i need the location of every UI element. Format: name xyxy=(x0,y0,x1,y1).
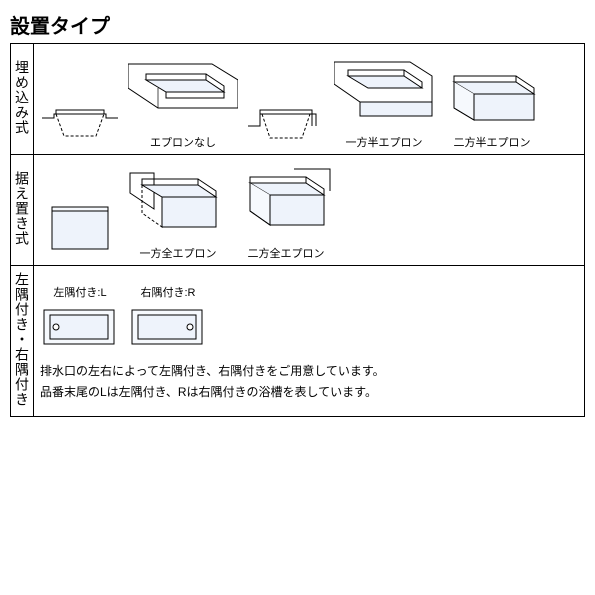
diagram-item: 一方半エプロン xyxy=(334,52,434,150)
caption: 一方全エプロン xyxy=(140,245,217,261)
diagram-item: 左隅付き:L xyxy=(40,284,120,349)
caption-top: 右隅付き:R xyxy=(141,284,196,300)
diagram-item xyxy=(40,197,120,261)
diagram-item: 二方全エプロン xyxy=(236,163,336,261)
iso-half1-icon xyxy=(334,52,434,130)
caption: 二方半エプロン xyxy=(454,134,531,150)
caption: 二方全エプロン xyxy=(248,245,325,261)
caption: 一方半エプロン xyxy=(346,134,423,150)
caption: エプロンなし xyxy=(150,134,216,150)
embed-plain-icon xyxy=(40,86,120,146)
top-right-icon xyxy=(128,304,208,349)
row-head-free: 据え置き式 xyxy=(11,155,34,266)
iso-full2-icon xyxy=(236,163,336,241)
row-content-free: 一方全エプロン 二方全エプロン xyxy=(34,155,585,266)
row-head-corner: 左隅付き・右隅付き xyxy=(11,266,34,417)
page-title: 設置タイプ xyxy=(10,10,585,39)
embed-plain2-icon xyxy=(246,86,326,146)
type-table: 埋め込み式 xyxy=(10,43,585,417)
diagram-item xyxy=(40,86,120,150)
top-left-icon xyxy=(40,304,120,349)
iso-half2-icon xyxy=(442,70,542,130)
diagram-item: 一方全エプロン xyxy=(128,163,228,261)
diagram-item: 二方半エプロン xyxy=(442,70,542,150)
caption-top: 左隅付き:L xyxy=(53,284,106,300)
row-head-embed: 埋め込み式 xyxy=(11,44,34,155)
iso-full1-icon xyxy=(128,163,228,241)
iso-no-apron-icon xyxy=(128,52,238,130)
diagram-item xyxy=(246,86,326,150)
row-content-corner: 左隅付き:L 右隅付き:R xyxy=(34,266,585,417)
diagram-item: エプロンなし xyxy=(128,52,238,150)
diagram-item: 右隅付き:R xyxy=(128,284,208,349)
corner-note: 排水口の左右によって左隅付き、右隅付きをご用意しています。 品番末尾のLは左隅付… xyxy=(40,361,578,402)
row-content-embed: エプロンなし xyxy=(34,44,585,155)
front-full1-icon xyxy=(40,197,120,257)
